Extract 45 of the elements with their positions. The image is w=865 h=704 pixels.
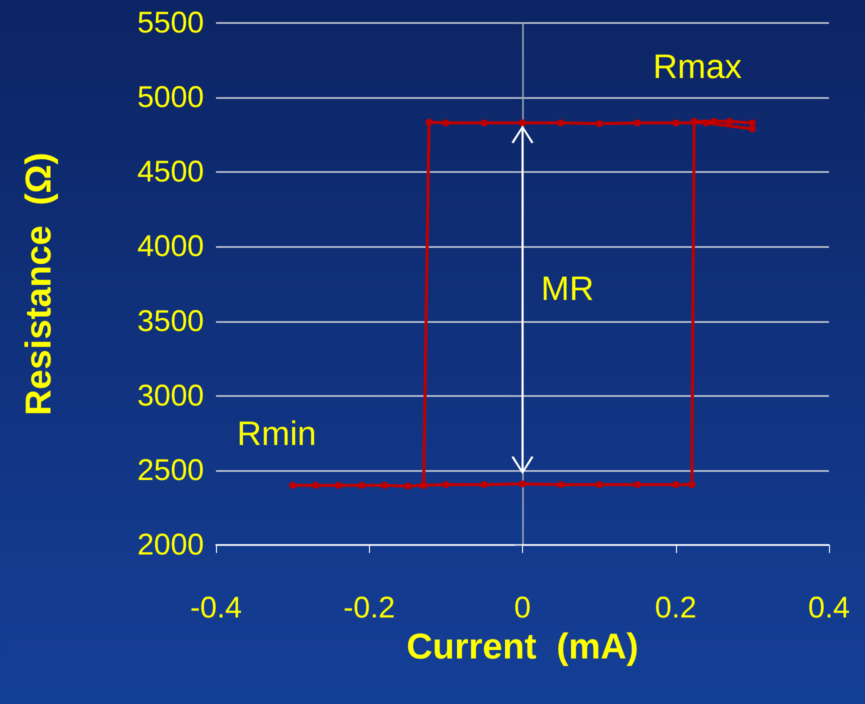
point	[557, 481, 564, 488]
y-tick-label: 2500	[137, 454, 204, 487]
x-tick-label: -0.4	[190, 592, 242, 624]
point	[748, 125, 756, 132]
y-tick-label: 5500	[137, 6, 204, 40]
y-tick-label: 4500	[137, 156, 204, 189]
annotation: MR	[541, 270, 594, 308]
point	[596, 481, 603, 488]
point	[442, 119, 450, 126]
point	[702, 119, 710, 126]
x-tick-label: 0.2	[654, 592, 697, 624]
point	[426, 118, 433, 126]
point	[726, 118, 733, 125]
point	[557, 119, 564, 126]
point	[748, 119, 756, 126]
x-tick-label: 0	[514, 592, 531, 624]
x-tick-label: 0.4	[808, 592, 850, 624]
point	[335, 482, 342, 489]
point	[289, 482, 296, 489]
point	[381, 482, 388, 489]
annotation: Rmax	[653, 48, 742, 86]
y-axis-title: Resistance (Ω)	[18, 152, 58, 416]
point	[672, 119, 680, 126]
y-tick-label: 4000	[137, 230, 204, 264]
point	[690, 118, 698, 125]
point	[480, 481, 488, 488]
annotation: Rmin	[237, 415, 316, 453]
point	[519, 480, 526, 488]
point	[358, 482, 366, 489]
y-tick-label: 3500	[137, 304, 204, 338]
point	[688, 481, 696, 488]
point	[480, 119, 488, 126]
point	[672, 481, 680, 488]
x-axis-title: Current (mA)	[406, 625, 638, 666]
y-tick-label: 5000	[137, 81, 204, 114]
point	[442, 481, 450, 488]
point	[519, 119, 526, 126]
point	[634, 119, 641, 126]
x-tick-label: -0.2	[343, 592, 396, 624]
y-tick-label: 2000	[137, 528, 204, 562]
point	[404, 482, 412, 490]
point	[596, 120, 603, 128]
y-tick-label: 3000	[137, 379, 204, 412]
point	[312, 482, 320, 489]
point	[634, 481, 641, 488]
